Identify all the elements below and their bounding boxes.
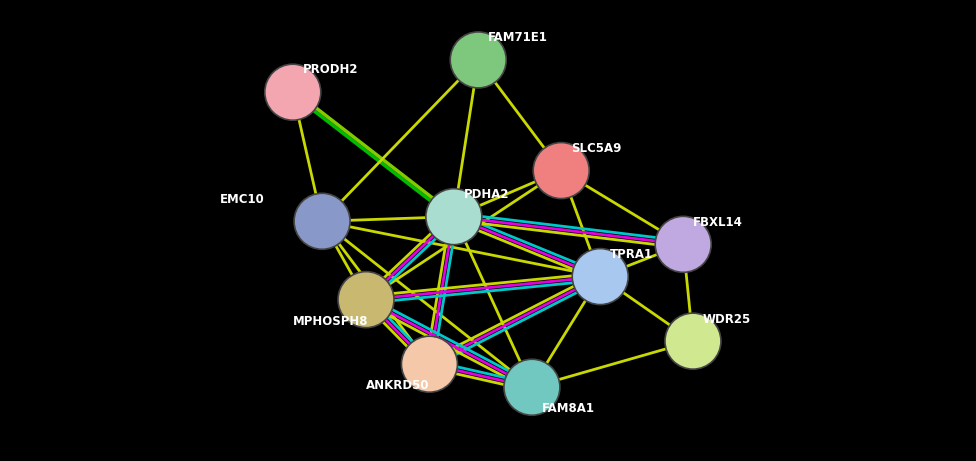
Text: MPHOSPH8: MPHOSPH8: [293, 315, 368, 328]
Text: FBXL14: FBXL14: [693, 216, 743, 229]
Ellipse shape: [450, 32, 507, 88]
Text: SLC5A9: SLC5A9: [571, 142, 622, 155]
Text: TPRA1: TPRA1: [610, 248, 653, 261]
Text: ANKRD50: ANKRD50: [366, 379, 429, 392]
Ellipse shape: [533, 142, 590, 199]
Ellipse shape: [401, 336, 458, 392]
Ellipse shape: [504, 359, 560, 415]
Ellipse shape: [338, 272, 394, 328]
Text: WDR25: WDR25: [703, 313, 751, 326]
Ellipse shape: [665, 313, 721, 369]
Text: PDHA2: PDHA2: [464, 189, 509, 201]
Text: FAM71E1: FAM71E1: [488, 31, 548, 44]
Ellipse shape: [655, 216, 712, 272]
Text: FAM8A1: FAM8A1: [542, 402, 594, 415]
Ellipse shape: [572, 248, 629, 305]
Ellipse shape: [294, 193, 350, 249]
Ellipse shape: [426, 189, 482, 245]
Text: EMC10: EMC10: [220, 193, 264, 206]
Ellipse shape: [264, 64, 321, 120]
Text: PRODH2: PRODH2: [303, 63, 358, 76]
